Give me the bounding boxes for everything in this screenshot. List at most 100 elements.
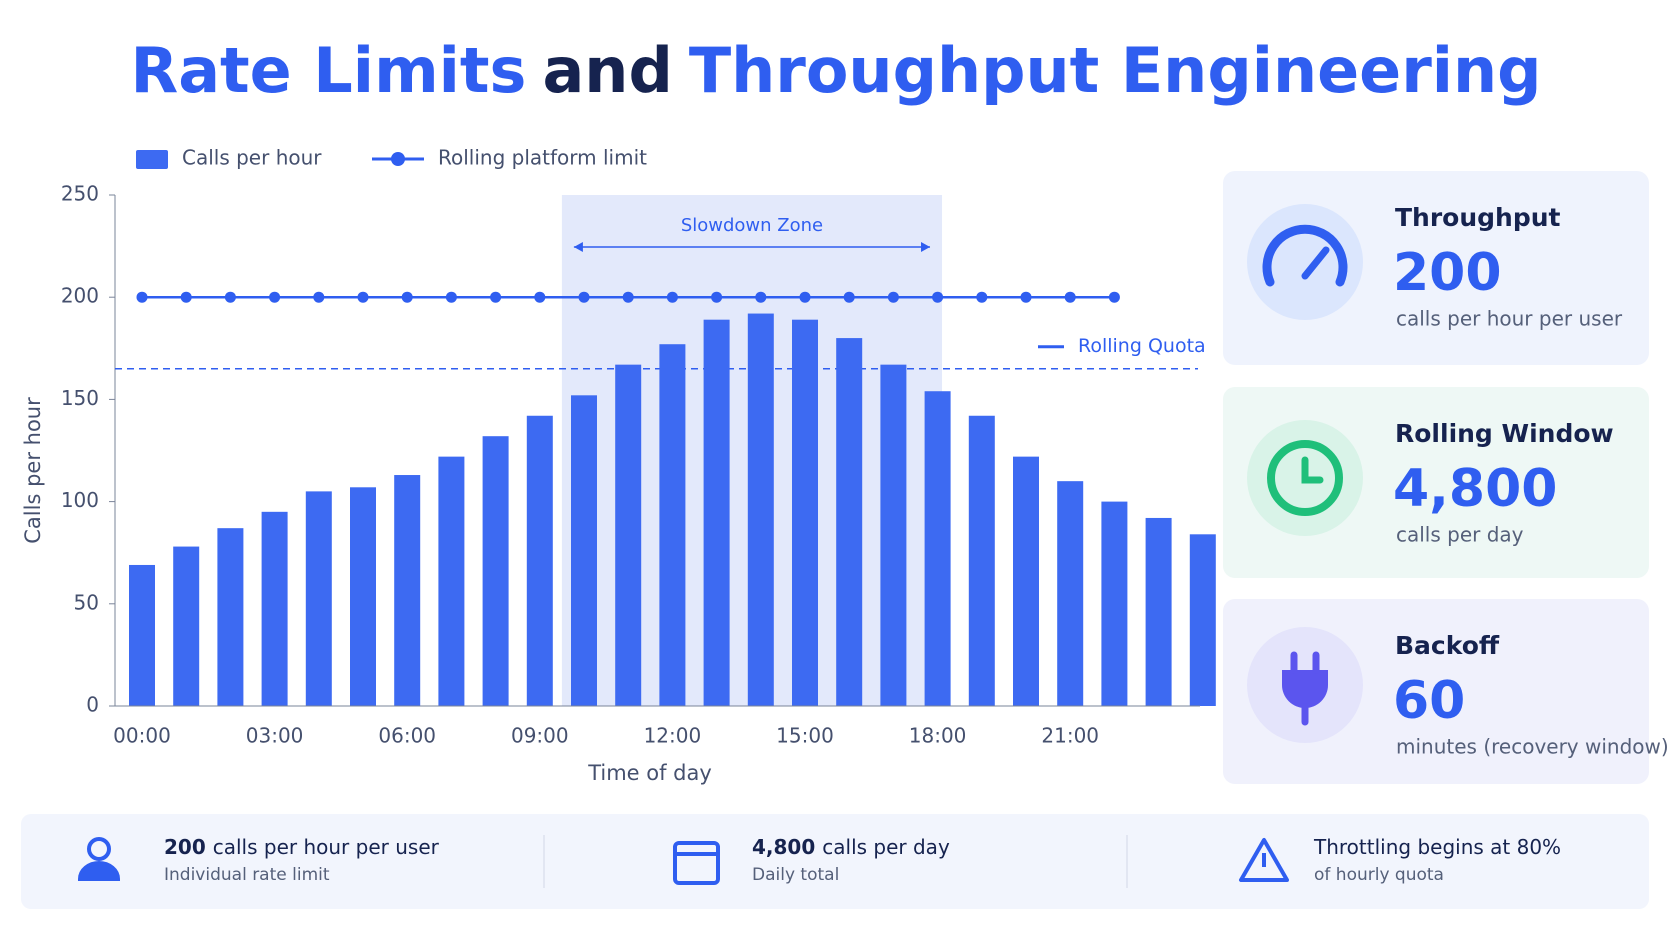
- card-value: 60: [1393, 671, 1465, 731]
- card-value: 200: [1393, 243, 1502, 303]
- clock-hands: [1301, 456, 1324, 484]
- title-part: Rate Limits: [130, 34, 526, 107]
- footer-sub: Individual rate limit: [164, 865, 330, 885]
- title-part: and: [542, 34, 672, 107]
- footer-text: 4,800 calls per day: [752, 835, 950, 859]
- bar: [129, 564, 155, 706]
- footer-strong: 4,800: [752, 835, 815, 859]
- gauge-icon: [1262, 224, 1348, 287]
- footer-text: Throttling begins at 80%: [1313, 835, 1561, 859]
- limit-point: [1108, 291, 1120, 303]
- limit-point: [1064, 291, 1076, 303]
- x-tick-label: 00:00: [113, 724, 171, 748]
- zone-label: Slowdown Zone: [681, 215, 823, 236]
- clock-icon: [1267, 440, 1343, 516]
- x-tick-label: 21:00: [1041, 724, 1099, 748]
- bar: [747, 313, 774, 706]
- footer-main: calls per day: [822, 835, 950, 859]
- bar: [217, 528, 244, 706]
- x-tick-label: 06:00: [378, 724, 436, 748]
- bar: [924, 391, 951, 706]
- legend-label: Rolling platform limit: [438, 146, 647, 170]
- limit-point: [357, 291, 369, 303]
- icon-bg: [1247, 204, 1363, 320]
- footer-sub: Daily total: [752, 865, 839, 885]
- limit-point: [224, 291, 236, 303]
- bar: [1013, 456, 1039, 706]
- limit-point: [1020, 291, 1032, 303]
- limit-point: [843, 291, 855, 303]
- bar: [394, 475, 421, 706]
- limit-point: [401, 291, 413, 303]
- limit-point: [755, 291, 767, 303]
- limit-point: [269, 291, 281, 303]
- calendar-icon: [673, 841, 720, 885]
- footer-bg: [21, 814, 1649, 909]
- bar: [571, 395, 597, 706]
- limit-point: [490, 291, 502, 303]
- bar: [1101, 501, 1128, 706]
- card-title: Rolling Window: [1395, 419, 1614, 448]
- warning-icon: [1239, 838, 1289, 882]
- bar: [659, 344, 686, 706]
- legend-swatch: [136, 150, 168, 169]
- bar: [526, 415, 553, 706]
- card-caption: minutes (recovery window): [1396, 735, 1669, 759]
- bar: [350, 487, 376, 706]
- limit-point: [666, 291, 678, 303]
- x-tick-label: 03:00: [246, 724, 304, 748]
- limit-point: [932, 291, 944, 303]
- bar: [880, 364, 907, 706]
- footer-main: Throttling begins at 80%: [1313, 835, 1561, 859]
- footer-strong: 200: [164, 835, 206, 859]
- bar: [261, 511, 288, 706]
- footer-sub: of hourly quota: [1314, 865, 1444, 885]
- y-tick-label: 200: [61, 284, 99, 308]
- legend-label: Calls per hour: [182, 146, 322, 170]
- card-title: Throughput: [1395, 203, 1561, 232]
- user-icon: [87, 837, 111, 861]
- y-axis-label: Calls per hour: [21, 397, 45, 544]
- bar: [305, 491, 332, 706]
- limit-point: [976, 291, 988, 303]
- plug-icon: [1282, 670, 1328, 708]
- cards: [1223, 171, 1649, 784]
- y-tick-label: 100: [61, 488, 99, 512]
- limit-point: [313, 291, 325, 303]
- bar: [1189, 534, 1216, 706]
- gauge-needle: [1301, 246, 1330, 280]
- limit-point: [711, 291, 723, 303]
- bar: [438, 456, 465, 706]
- limit-point: [180, 291, 192, 303]
- bar: [792, 319, 818, 706]
- bar: [173, 546, 200, 706]
- limit-point: [445, 291, 457, 303]
- bar: [1145, 517, 1172, 706]
- bar: [836, 338, 863, 706]
- limit-point: [136, 291, 148, 303]
- bar: [968, 415, 995, 706]
- y-tick-label: 250: [61, 182, 99, 206]
- bar: [1057, 481, 1084, 706]
- limit-point: [534, 291, 546, 303]
- footer-icons: [77, 837, 1289, 885]
- card-caption: calls per hour per user: [1396, 307, 1623, 331]
- bar: [615, 364, 642, 706]
- quota-label: Rolling Quota: [1078, 335, 1206, 357]
- x-tick-label: 12:00: [644, 724, 702, 748]
- card-title: Backoff: [1395, 631, 1500, 660]
- y-tick-label: 50: [74, 590, 99, 614]
- user-body: [77, 861, 121, 881]
- x-tick-label: 15:00: [776, 724, 834, 748]
- footer-main: calls per hour per user: [213, 835, 440, 859]
- x-tick-label: 09:00: [511, 724, 569, 748]
- y-tick-label: 150: [61, 386, 99, 410]
- limit-point: [799, 291, 811, 303]
- bar: [482, 436, 509, 706]
- limit-point: [578, 291, 590, 303]
- y-tick-label: 0: [86, 693, 99, 717]
- legend-dot: [391, 152, 405, 166]
- card-value: 4,800: [1393, 459, 1557, 519]
- limit-point: [622, 291, 634, 303]
